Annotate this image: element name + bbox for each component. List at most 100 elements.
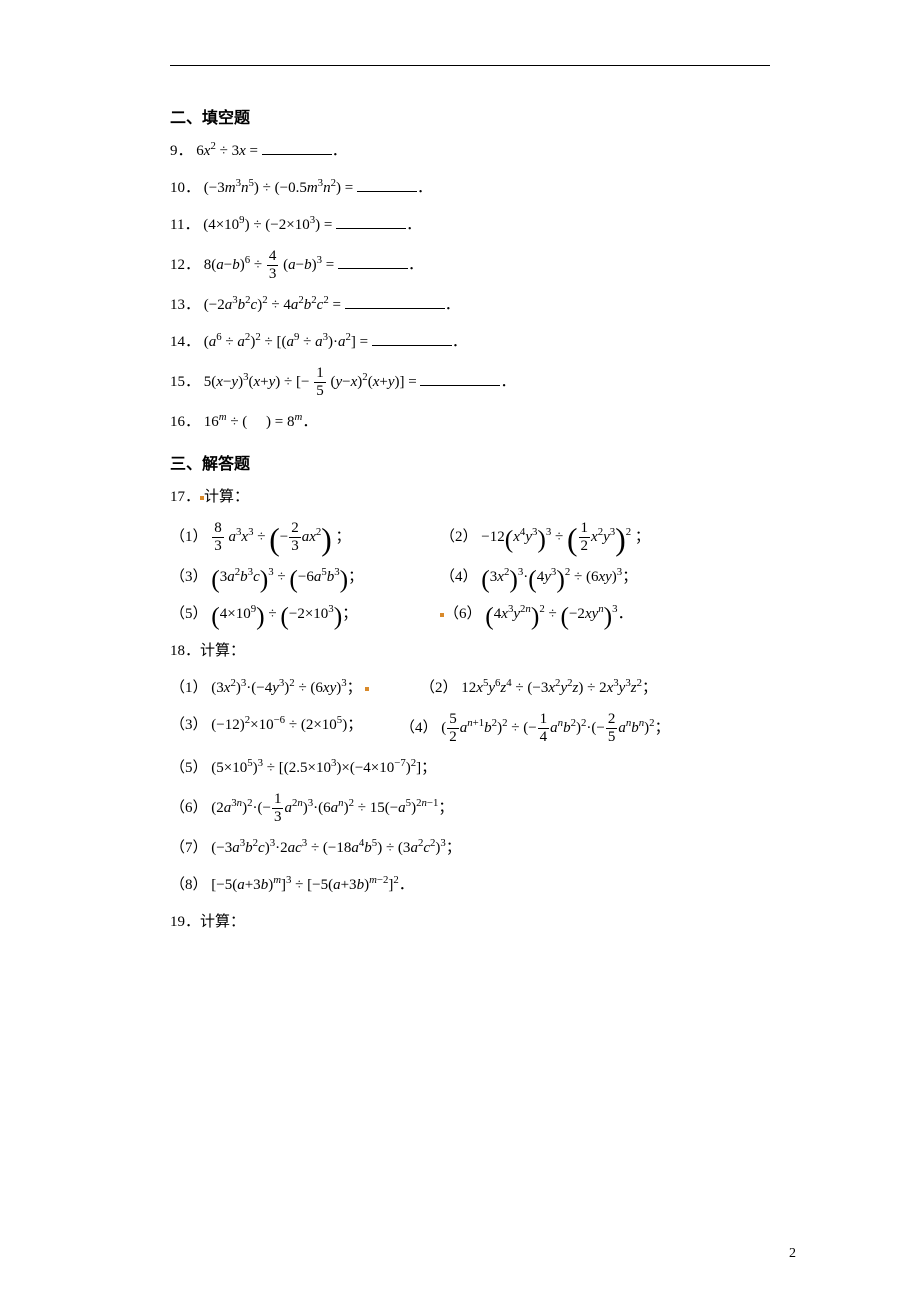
q18-p5-label: （5） [170,760,208,776]
q18p4-end: ； [655,720,670,736]
q17-p6-label: （6） [444,606,482,622]
q18-p2-label: （2） [420,680,458,696]
q17p1-end: ； [336,529,351,545]
q14-tail: ． [452,334,467,350]
q10-blank [357,178,417,192]
q15-blank [420,372,500,386]
q18p4-f3n: 2 [606,712,618,728]
q18p4-f2n: 1 [538,712,550,728]
q18-p4-label: （4） [400,720,438,736]
q18p7-end: ； [446,840,461,856]
q16-tail: ． [302,414,317,430]
question-14: 14． (a6 ÷ a2)2 ÷ [(a9 ÷ a3)·a2] = ． [170,329,796,356]
q12-blank [338,255,408,269]
q18-p6-label: （6） [170,800,208,816]
q17p1-f1d: 3 [212,537,224,554]
q17p3-end: ； [348,569,363,585]
question-15: 15． 5(x−y)3(x+y) ÷ [− 15 (y−x)2(x+y)] = … [170,366,796,399]
q15-tail: ． [500,374,515,390]
q18p2-end: ； [642,680,657,696]
q18p6-f1n: 1 [272,792,284,808]
q18p4-f1n: 5 [447,712,459,728]
question-18: 18．计算： [170,638,796,665]
q18-row6: （8） [−5(a+3b)m]3 ÷ [−5(a+3b)m−2]2． [170,872,796,899]
q10-num: 10． [170,180,200,196]
q17-p1-label: （1） [170,529,208,545]
q10-tail: ． [417,180,432,196]
question-19: 19．计算： [170,909,796,936]
q17-num: 17． [170,489,200,505]
question-13: 13． (−2a3b2c)2 ÷ 4a2b2c2 = ． [170,292,796,319]
q18p6-end: ； [438,800,453,816]
q17-row1: （1） 83 a3x3 ÷ (−23ax2) ； （2） −12(x4y3)3 … [170,521,796,554]
q18p4-f2d: 4 [538,728,550,745]
q18p8-end: ． [399,877,414,893]
q17-p4-label: （4） [440,569,478,585]
q18-p7-label: （7） [170,840,208,856]
q18p3-end: ； [347,717,362,733]
q17p2-fn: 1 [579,521,591,537]
q18p1-end: ； [347,680,362,696]
q12-tail: ． [408,257,423,273]
q18-num: 18． [170,643,200,659]
q17-row2: （3） (3a2b3c)3 ÷ (−6a5b3)； （4） (3x2)3·(4y… [170,564,796,591]
q14-blank [372,332,452,346]
question-16: 16． 16m ÷ ( ) = 8m． [170,409,796,436]
q15-num: 15． [170,374,200,390]
q18p6-f1d: 3 [272,808,284,825]
q18-row4: （6） (2a3n)2·(−13a2n)3·(6an)2 ÷ 15(−a5)2n… [170,792,796,825]
q11-num: 11． [170,217,199,233]
q9-tail: ． [332,143,347,159]
q19-num: 19． [170,914,200,930]
q14-num: 14． [170,334,200,350]
q17-p2-label: （2） [440,529,478,545]
q13-tail: ． [445,297,460,313]
q17p1-f2n: 2 [289,521,301,537]
q17p6-end: ． [618,606,633,622]
q18-title: 计算： [200,643,245,659]
q17-p5-label: （5） [170,606,208,622]
section-fill-heading: 二、填空题 [170,104,796,128]
q9-num: 9． [170,143,193,159]
q18-p3-label: （3） [170,717,208,733]
page-number: 2 [789,1246,796,1262]
question-10: 10． (−3m3n5) ÷ (−0.5m3n2) = ． [170,175,796,202]
q18-row2: （3） (−12)2×10−6 ÷ (2×105)； （4） (52an+1b2… [170,712,796,745]
q12-frac-n: 4 [267,249,279,265]
question-17: 17．计算： [170,484,796,511]
q12-num: 12． [170,257,200,273]
q18-row5: （7） (−3a3b2c)3·2ac3 ÷ (−18a4b5) ÷ (3a2c2… [170,835,796,862]
question-12: 12． 8(a−b)6 ÷ 43 (a−b)3 = ． [170,249,796,282]
q19-title: 计算： [200,914,245,930]
q13-blank [345,295,445,309]
q17-title: 计算： [204,489,249,505]
q17-row3: （5） (4×109) ÷ (−2×103)； （6） (4x3y2n)2 ÷ … [170,601,796,628]
q17p2-fd: 2 [579,537,591,554]
q18-p1-label: （1） [170,680,208,696]
q17p2-end: ； [635,529,650,545]
q13-num: 13． [170,297,200,313]
q9-blank [262,141,332,155]
q15-frac-d: 5 [314,382,326,399]
question-11: 11． (4×109) ÷ (−2×103) = ． [170,212,796,239]
top-rule [170,65,770,66]
q17p4-end: ； [622,569,637,585]
q16-num: 16． [170,414,200,430]
question-9: 9． 6x2 ÷ 3x = ． [170,138,796,165]
q17p1-f1n: 8 [212,521,224,537]
q11-tail: ． [406,217,421,233]
q18p5-end: ； [421,760,436,776]
q17p1-f2d: 3 [289,537,301,554]
q17p5-end: ； [342,606,357,622]
dot-icon-3 [365,687,369,691]
q18-row1: （1） (3x2)3·(−4y3)2 ÷ (6xy)3； （2） 12x5y6z… [170,675,796,702]
q15-frac-n: 1 [314,366,326,382]
q12-frac-d: 3 [267,265,279,282]
q18p4-f1d: 2 [447,728,459,745]
section-solve-heading: 三、解答题 [170,450,796,474]
q11-blank [336,215,406,229]
q17-p3-label: （3） [170,569,208,585]
q18p4-f3d: 5 [606,728,618,745]
q18-row3: （5） (5×105)3 ÷ [(2.5×103)×(−4×10−7)2]； [170,755,796,782]
q18-p8-label: （8） [170,877,208,893]
